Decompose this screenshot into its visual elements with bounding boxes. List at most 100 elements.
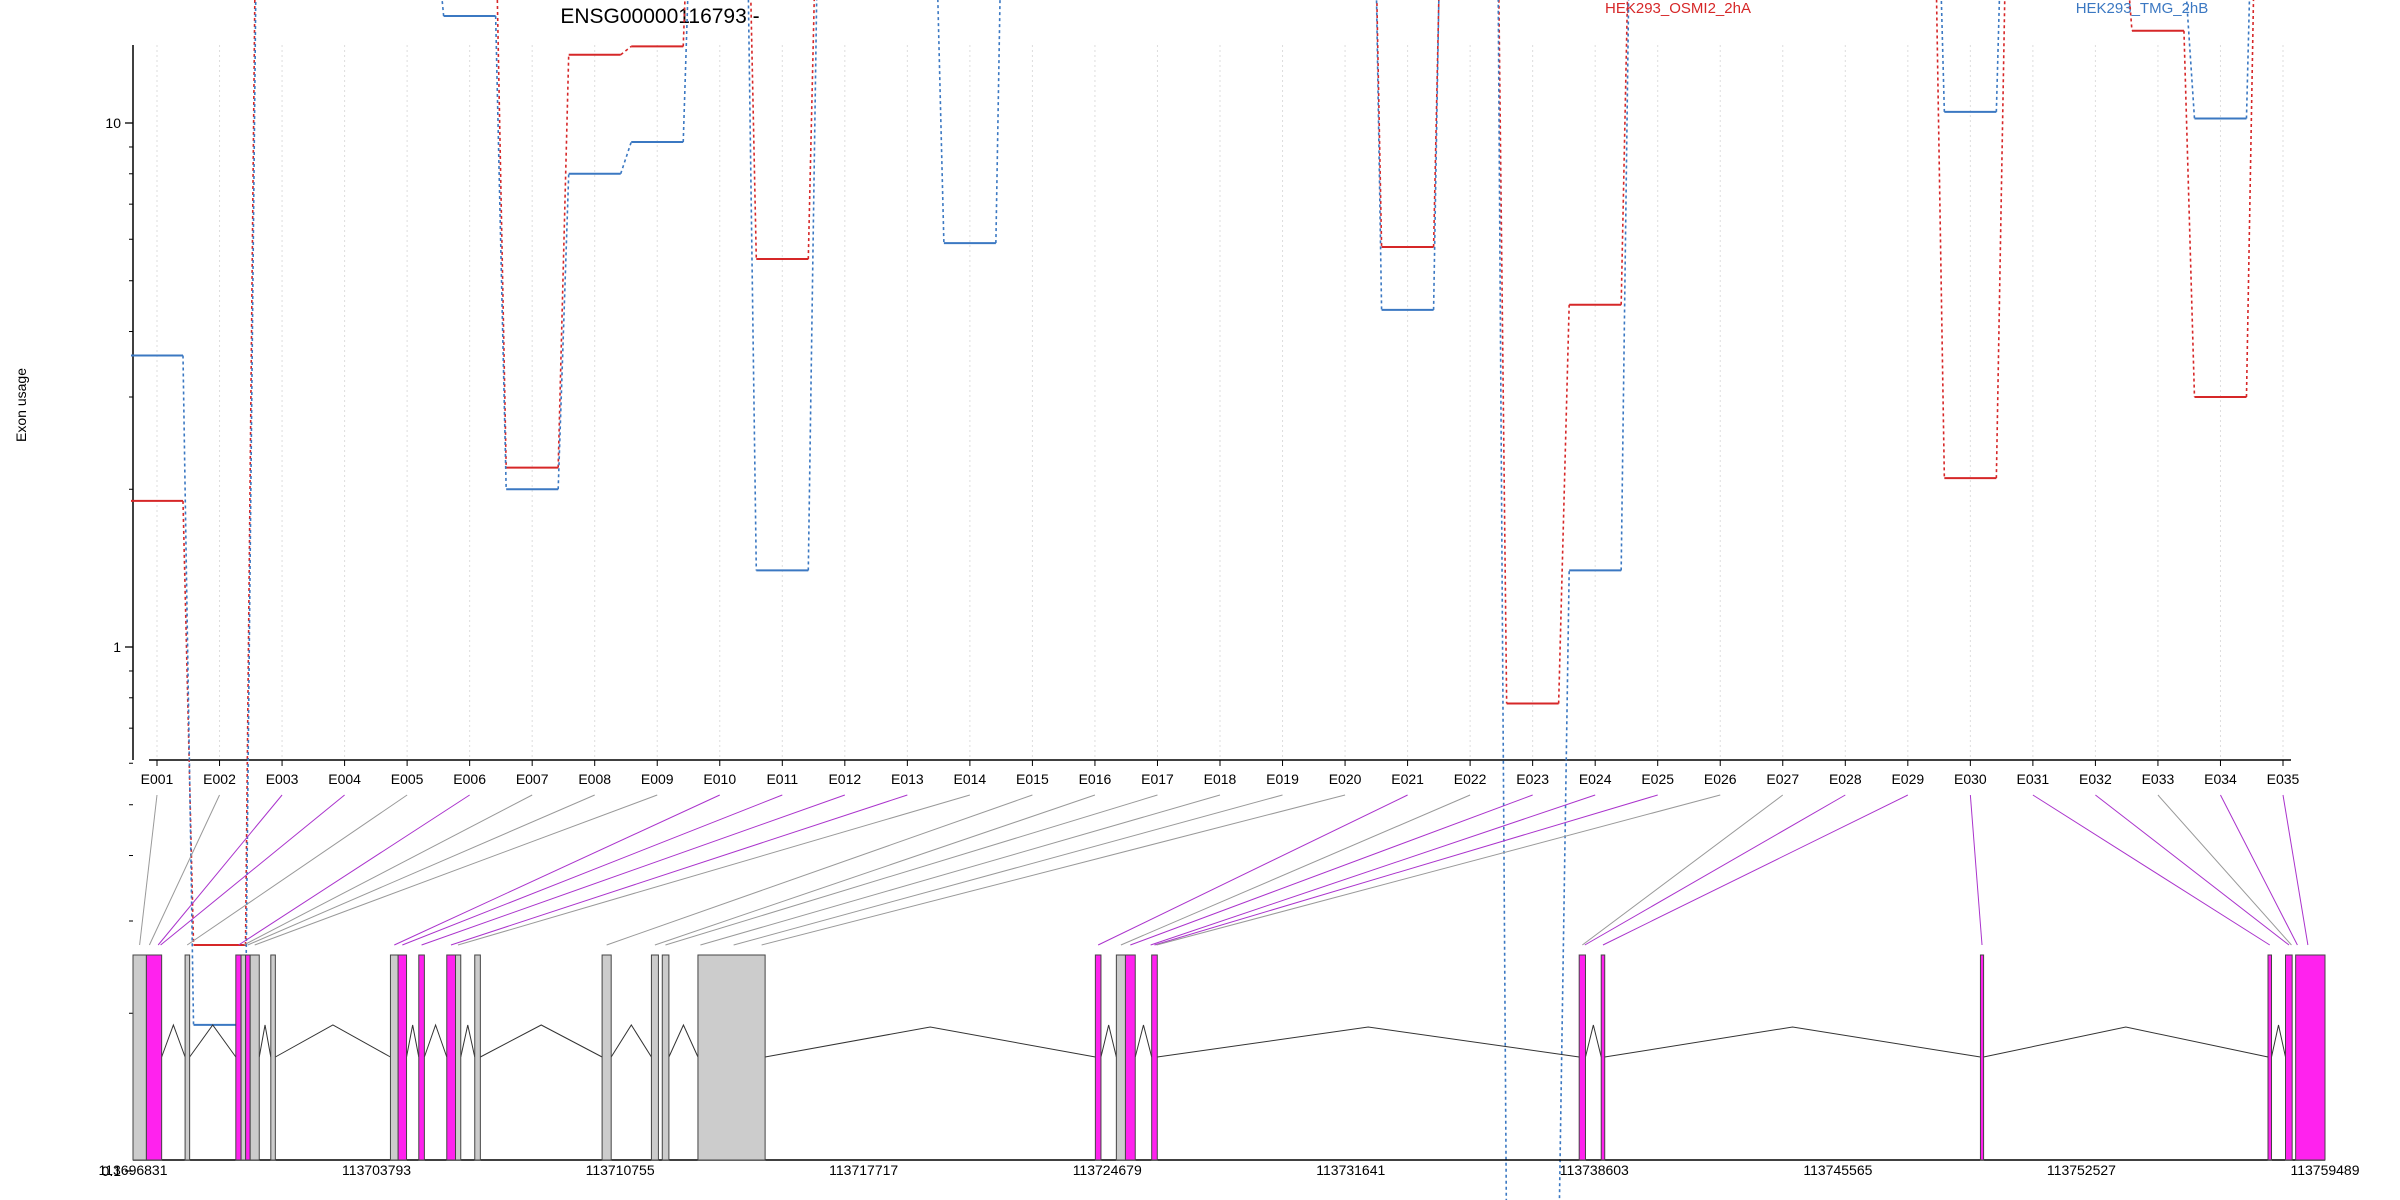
transition-E022 [1497, 0, 1508, 1200]
exon-block [249, 954, 260, 1161]
connector-E029 [1602, 794, 1909, 946]
x-tick-label-E017: E017 [1141, 771, 1174, 787]
intron [480, 1024, 603, 1058]
connector-E034 [2220, 794, 2298, 946]
connector-E010 [394, 794, 720, 946]
x-tick-label-E022: E022 [1454, 771, 1487, 787]
transition-E029 [1935, 0, 1946, 479]
gene-model: 113696831 113703793 113710755 113717717 1137… [98, 954, 2360, 1178]
exon-block [474, 954, 481, 1161]
exon-block [240, 954, 247, 1161]
x-tick-label-E008: E008 [578, 771, 611, 787]
coordinate-label: 113759489 [2290, 1162, 2359, 1178]
intron [1157, 1026, 1580, 1058]
exon-block [1094, 954, 1102, 1161]
connector-E033 [2157, 794, 2292, 946]
legend-label-series-1: HEK293_OSMI2_2hA [1605, 0, 1751, 17]
connector-E024 [1150, 794, 1596, 946]
transition-E030 [1995, 0, 2006, 479]
coordinate-label: 113752527 [2047, 1162, 2116, 1178]
x-tick-label-E009: E009 [641, 771, 674, 787]
x-tick-label-E032: E032 [2079, 771, 2112, 787]
exon-block [1124, 954, 1136, 1161]
transition-E008 [619, 141, 632, 175]
connector-E001 [139, 794, 158, 946]
exon-block [270, 954, 276, 1161]
transition-E010 [747, 0, 758, 571]
exon-block [1151, 954, 1158, 1161]
connector-E023 [1130, 794, 1533, 946]
connector-E005 [186, 794, 408, 946]
x-tick-label-E010: E010 [703, 771, 736, 787]
y-tick-label: 0.1 [102, 1163, 122, 1179]
intron [275, 1024, 391, 1058]
x-tick-label-E013: E013 [891, 771, 924, 787]
x-tick-label-E019: E019 [1266, 771, 1299, 787]
transition-E024 [1620, 0, 1629, 305]
connector-E030 [1969, 794, 1983, 946]
transition-E011 [807, 0, 818, 571]
transition-E005 [441, 0, 445, 17]
coordinate-label: 113745565 [1803, 1162, 1872, 1178]
intron [610, 1024, 652, 1058]
exon-block [389, 954, 399, 1161]
exon-block [145, 954, 163, 1161]
transition-E033 [2185, 0, 2196, 119]
connector-E003 [157, 794, 283, 946]
connector-E031 [2032, 794, 2271, 946]
intron [1584, 1024, 1602, 1058]
transition-E006 [494, 16, 507, 490]
connector-E008 [247, 794, 595, 946]
exon-block [446, 954, 457, 1161]
connector-E007 [243, 794, 533, 946]
connector-E011 [402, 794, 783, 946]
x-tick-label-E024: E024 [1579, 771, 1612, 787]
transition-E020 [1376, 0, 1383, 247]
coordinate-label: 113724679 [1073, 1162, 1142, 1178]
exon-connectors [139, 794, 2309, 946]
connector-E019 [733, 794, 1283, 946]
y-tick-label: 10 [105, 115, 121, 131]
exon-block [235, 954, 242, 1161]
exon-block [245, 954, 251, 1161]
transition-E033 [2183, 30, 2196, 398]
x-tick-label-E030: E030 [1954, 771, 1987, 787]
vertical-grid [156, 45, 2284, 760]
x-tick-label-E021: E021 [1391, 771, 1424, 787]
intron [1100, 1024, 1117, 1058]
transition-E021 [1432, 0, 1440, 310]
connector-E004 [160, 794, 345, 946]
connector-E012 [421, 794, 845, 946]
y-axis-label: Exon usage [13, 368, 29, 442]
transition-E001 [182, 355, 195, 1025]
coordinate-label: 113717717 [829, 1162, 898, 1178]
series-1 [131, 0, 2255, 946]
x-tick-label-E033: E033 [2142, 771, 2175, 787]
connector-E026 [1156, 794, 1721, 946]
x-tick-label-E035: E035 [2267, 771, 2300, 787]
connector-E032 [2095, 794, 2290, 946]
exon-block [2295, 954, 2326, 1161]
connector-E015 [606, 794, 1033, 946]
exon-block [601, 954, 612, 1161]
exon-block [697, 954, 766, 1161]
x-tick-label-E014: E014 [954, 771, 987, 787]
x-tick-label-E029: E029 [1891, 771, 1924, 787]
coordinate-label: 113703793 [342, 1162, 411, 1178]
exon-block [1578, 954, 1586, 1161]
connector-E002 [148, 794, 220, 946]
connector-E006 [238, 794, 470, 946]
x-tick-label-E018: E018 [1204, 771, 1237, 787]
transition-E014 [995, 0, 1001, 244]
connector-E009 [254, 794, 658, 946]
exon-block [1115, 954, 1126, 1161]
connector-E025 [1154, 794, 1658, 946]
connector-E014 [457, 794, 971, 946]
intron [258, 1024, 272, 1058]
exon-block [2267, 954, 2273, 1161]
transition-E013 [937, 0, 945, 244]
exon-block [418, 954, 425, 1161]
x-tick-label-E027: E027 [1766, 771, 1799, 787]
exon-block [661, 954, 670, 1161]
